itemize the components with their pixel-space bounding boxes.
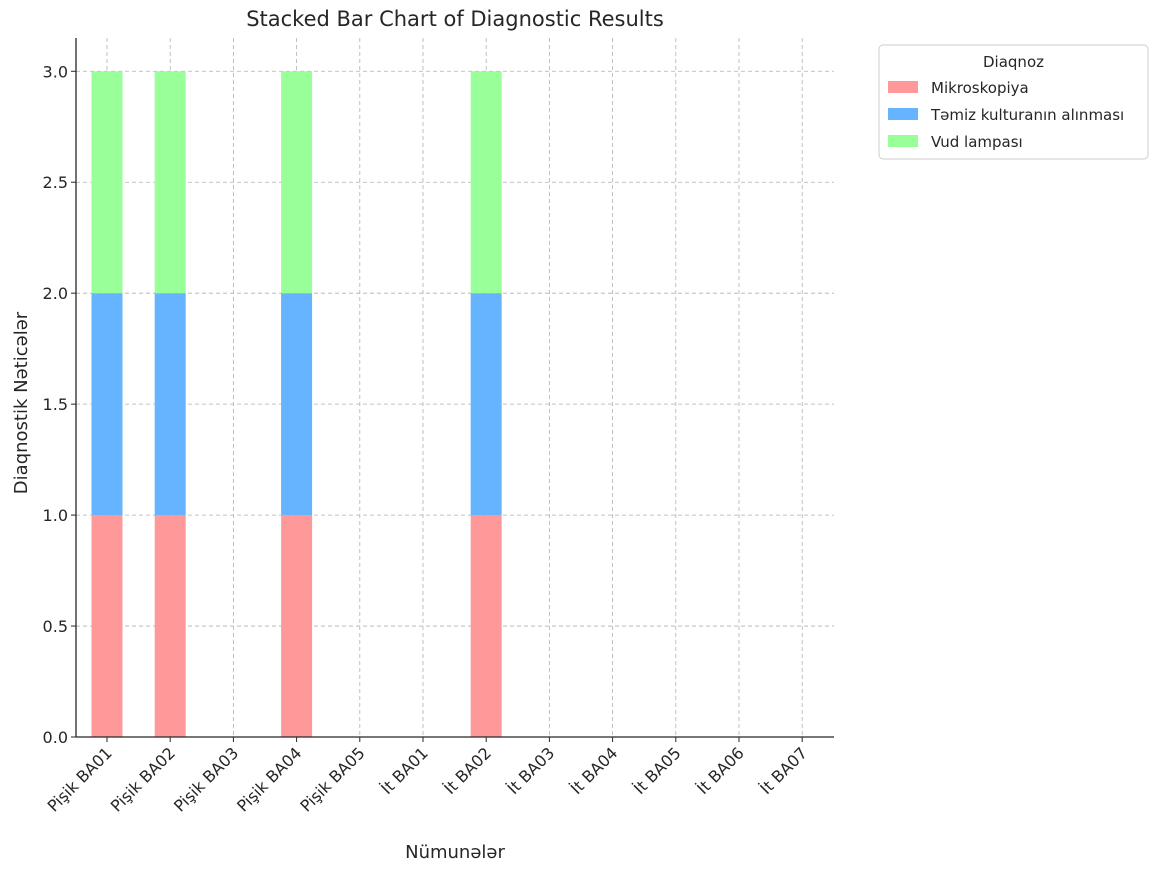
legend-label: Mikroskopiya (931, 79, 1029, 97)
y-tick-label: 0.5 (43, 617, 68, 636)
legend-label: Vud lampası (931, 133, 1023, 151)
legend-swatch (888, 81, 918, 93)
x-tick-label: İt BA02 (440, 743, 495, 798)
y-ticks: 0.0 0.5 1.0 1.5 2.0 2.5 3.0 (43, 62, 76, 747)
legend-swatch (888, 108, 918, 120)
bar-segment (154, 293, 186, 516)
x-tick-label: İt BA07 (756, 743, 811, 798)
x-tick-label: Pişik BA01 (44, 743, 116, 815)
y-tick-label: 1.0 (43, 506, 68, 525)
x-tick-label: İt BA04 (567, 743, 622, 798)
bar-segment (281, 515, 313, 737)
grid-lines (76, 38, 834, 738)
bar-segment (154, 515, 186, 737)
legend-title: Diaqnoz (983, 53, 1044, 71)
bar-segment (154, 71, 186, 294)
bar-segment (470, 293, 502, 516)
bar-segment (281, 71, 313, 294)
bar-segment (91, 293, 123, 516)
x-tick-label: İt BA03 (504, 743, 559, 798)
axes (75, 38, 834, 738)
x-tick-label: İt BA05 (630, 743, 685, 798)
x-tick-label: Pişik BA05 (296, 743, 368, 815)
y-tick-label: 3.0 (43, 62, 68, 81)
x-tick-label: İt BA01 (377, 743, 432, 798)
legend-box (878, 44, 1149, 160)
bar-segment (91, 71, 123, 294)
legend-swatch (888, 135, 918, 147)
y-axis-label: Diaqnostik Nəticələr (11, 311, 32, 494)
x-tick-label: Pişik BA04 (233, 743, 305, 815)
y-tick-label: 2.5 (43, 173, 68, 192)
x-tick-label: İt BA06 (693, 743, 748, 798)
x-axis-label: Nümunələr (405, 842, 505, 863)
x-tick-label: Pişik BA03 (170, 743, 242, 815)
y-tick-label: 1.5 (43, 395, 68, 414)
legend-label: Təmiz kulturanın alınması (930, 106, 1124, 124)
bars (91, 71, 502, 737)
y-tick-label: 0.0 (43, 728, 68, 747)
legend: Diaqnoz Mikroskopiya Təmiz kulturanın alın… (878, 44, 1149, 160)
bar-segment (470, 71, 502, 294)
x-tick-label: Pişik BA02 (107, 743, 179, 815)
y-tick-label: 2.0 (43, 284, 68, 303)
bar-segment (470, 515, 502, 737)
chart-title: Stacked Bar Chart of Diagnostic Results (246, 7, 664, 31)
bar-segment (91, 515, 123, 737)
bar-segment (281, 293, 313, 516)
